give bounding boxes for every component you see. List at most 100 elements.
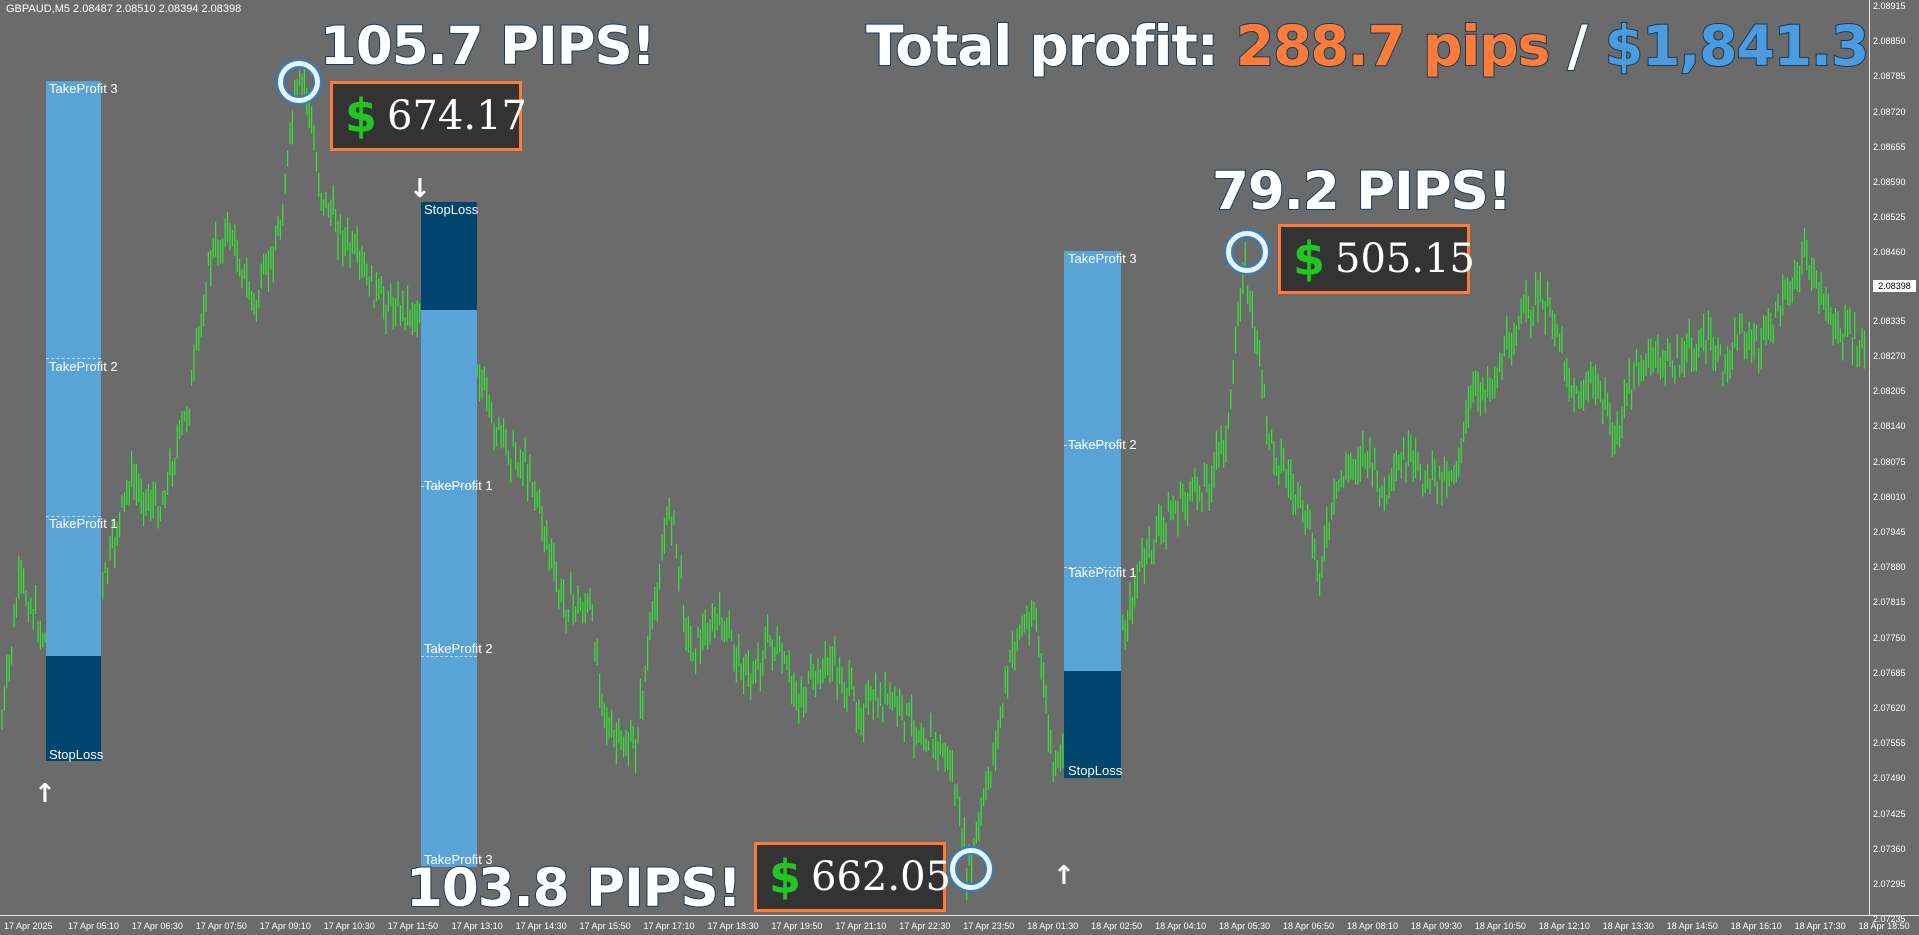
price-tick-label: 2.07295 [1873, 879, 1906, 889]
price-tick-label: 2.07880 [1873, 562, 1906, 573]
trade-1-profit-box: $ 674.17 [330, 81, 527, 151]
trade-3-stop-zone [1064, 671, 1121, 778]
price-tick-label: 2.07555 [1873, 738, 1906, 749]
time-tick-label: 18 Apr 13:30 [1602, 921, 1654, 931]
trade-2-tp1-label: TakeProfit 1 [424, 478, 493, 493]
time-tick-label: 18 Apr 18:50 [1858, 921, 1910, 931]
price-tick-label: 2.08590 [1873, 177, 1906, 187]
total-profit-money: $1,841.37 [1604, 13, 1908, 79]
time-tick-label: 18 Apr 09:30 [1410, 921, 1462, 931]
trade-1-target-zone [46, 81, 101, 656]
price-tick-label: 2.08335 [1873, 315, 1906, 326]
price-tick-label: 2.08205 [1873, 386, 1906, 397]
chart-header: GBPAUD,M5 2.08487 2.08510 2.08394 2.0839… [6, 3, 241, 15]
trade-1-tp2-line [46, 358, 101, 359]
time-tick-label: 17 Apr 06:30 [131, 921, 183, 931]
trade-1-tp2-label: TakeProfit 2 [49, 359, 118, 374]
trade-3-tp3-label: TakeProfit 3 [1068, 251, 1137, 266]
total-profit-separator: / [1567, 13, 1589, 79]
trade-2-stop-zone [421, 202, 477, 310]
time-tick-label: 17 Apr 22:30 [899, 921, 951, 931]
dollar-icon: $ [345, 89, 378, 143]
trade-2-profit-box: $ 662.05 [754, 842, 951, 912]
price-tick-label: 2.07235 [1873, 914, 1906, 925]
time-tick-label: 17 Apr 17:10 [643, 921, 695, 931]
time-tick-label: 17 Apr 23:50 [963, 921, 1015, 931]
total-profit-headline: Total profit: 288.7 pips / $1,841.37 [865, 13, 1908, 79]
time-tick-label: 17 Apr 13:10 [451, 921, 503, 931]
dollar-icon: $ [1293, 232, 1326, 286]
price-tick-label: 2.08785 [1873, 71, 1906, 82]
sell-arrow-icon: ↓ [409, 174, 431, 204]
time-tick-label: 17 Apr 14:30 [515, 921, 567, 931]
time-tick-label: 17 Apr 19:50 [771, 921, 823, 931]
trade-3-profit-amount: 505.15 [1335, 236, 1475, 282]
price-tick-label: 2.08460 [1873, 247, 1906, 258]
total-profit-pips: 288.7 [1235, 13, 1407, 79]
buy-arrow-icon: ↑ [1053, 861, 1075, 891]
price-tick-label: 2.08655 [1873, 141, 1906, 152]
time-axis[interactable] [0, 915, 1919, 935]
trade-2-sl-label: StopLoss [424, 202, 479, 217]
trade-3-pips-callout: 79.2 PIPS! [1211, 160, 1513, 223]
dollar-icon: $ [769, 850, 802, 904]
time-tick-label: 18 Apr 16:10 [1730, 921, 1782, 931]
trade-2-tp2-label: TakeProfit 2 [424, 641, 493, 656]
price-tick-label: 2.07945 [1873, 527, 1906, 537]
price-tick-label: 2.07685 [1873, 667, 1906, 678]
time-tick-label: 18 Apr 17:30 [1794, 921, 1846, 931]
trade-2-tp2-line [421, 656, 477, 657]
trade-1-tp1-label: TakeProfit 1 [49, 516, 118, 531]
time-tick-label: 17 Apr 05:10 [67, 921, 119, 931]
price-tick-label: 2.08525 [1873, 212, 1906, 223]
buy-arrow-icon: ↑ [34, 779, 56, 809]
trade-2-profit-amount: 662.05 [811, 854, 951, 900]
symbol-timeframe: GBPAUD,M5 [6, 3, 70, 15]
time-tick-label: 17 Apr 15:50 [579, 921, 631, 931]
time-tick-label: 18 Apr 08:10 [1346, 921, 1398, 931]
trade-2-exit-circle-icon [950, 848, 992, 890]
price-tick-label: 2.07425 [1873, 808, 1906, 819]
time-tick-label: 18 Apr 12:10 [1538, 921, 1590, 931]
time-tick-label: 18 Apr 06:50 [1283, 921, 1335, 931]
time-tick-label: 17 Apr 2025 [4, 921, 53, 931]
total-profit-pips-unit: pips [1422, 13, 1551, 79]
current-price-tag: 2.08398 [1873, 280, 1916, 292]
time-tick-label: 17 Apr 11:50 [387, 921, 439, 931]
trade-3-tp1-line [1064, 567, 1121, 568]
trade-1-tp3-label: TakeProfit 3 [49, 81, 118, 96]
trade-3-tp1-label: TakeProfit 1 [1068, 565, 1137, 580]
price-tick-label: 2.08720 [1873, 106, 1906, 117]
price-tick-label: 2.07815 [1873, 597, 1906, 608]
trade-1-profit-amount: 674.17 [387, 93, 527, 139]
time-tick-label: 18 Apr 10:50 [1474, 921, 1526, 931]
ohlc-values: 2.08487 2.08510 2.08394 2.08398 [73, 3, 242, 15]
trade-3-exit-circle-icon [1226, 231, 1268, 273]
price-tick-label: 2.07750 [1873, 632, 1906, 643]
time-tick-label: 17 Apr 10:30 [323, 921, 375, 931]
trade-2-tp3-label: TakeProfit 3 [424, 852, 493, 867]
time-tick-label: 17 Apr 21:10 [835, 921, 887, 931]
time-tick-label: 17 Apr 07:50 [195, 921, 247, 931]
trade-2-target-zone [421, 310, 477, 867]
time-tick-label: 17 Apr 09:10 [259, 921, 311, 931]
trade-2-tp1-line [421, 486, 477, 487]
total-profit-label: Total profit: [865, 13, 1220, 79]
price-tick-label: 2.07490 [1873, 773, 1906, 784]
trade-1-exit-circle-icon [278, 61, 320, 103]
price-tick-label: 2.08850 [1873, 36, 1906, 47]
trade-1-stop-zone [46, 656, 101, 761]
trade-1-sl-label: StopLoss [49, 747, 104, 762]
price-candles [1, 66, 1866, 901]
time-tick-label: 18 Apr 02:50 [1091, 921, 1143, 931]
price-tick-label: 2.07360 [1873, 843, 1906, 854]
trade-3-profit-box: $ 505.15 [1278, 224, 1475, 294]
price-axis[interactable] [1869, 0, 1919, 915]
time-tick-label: 17 Apr 18:30 [707, 921, 759, 931]
time-tick-label: 18 Apr 04:10 [1155, 921, 1207, 931]
price-tick-label: 2.08140 [1873, 421, 1906, 432]
price-tick-label: 2.07620 [1873, 703, 1906, 713]
trade-1-tp1-line [46, 516, 101, 517]
trade-3-tp2-label: TakeProfit 2 [1068, 437, 1137, 452]
